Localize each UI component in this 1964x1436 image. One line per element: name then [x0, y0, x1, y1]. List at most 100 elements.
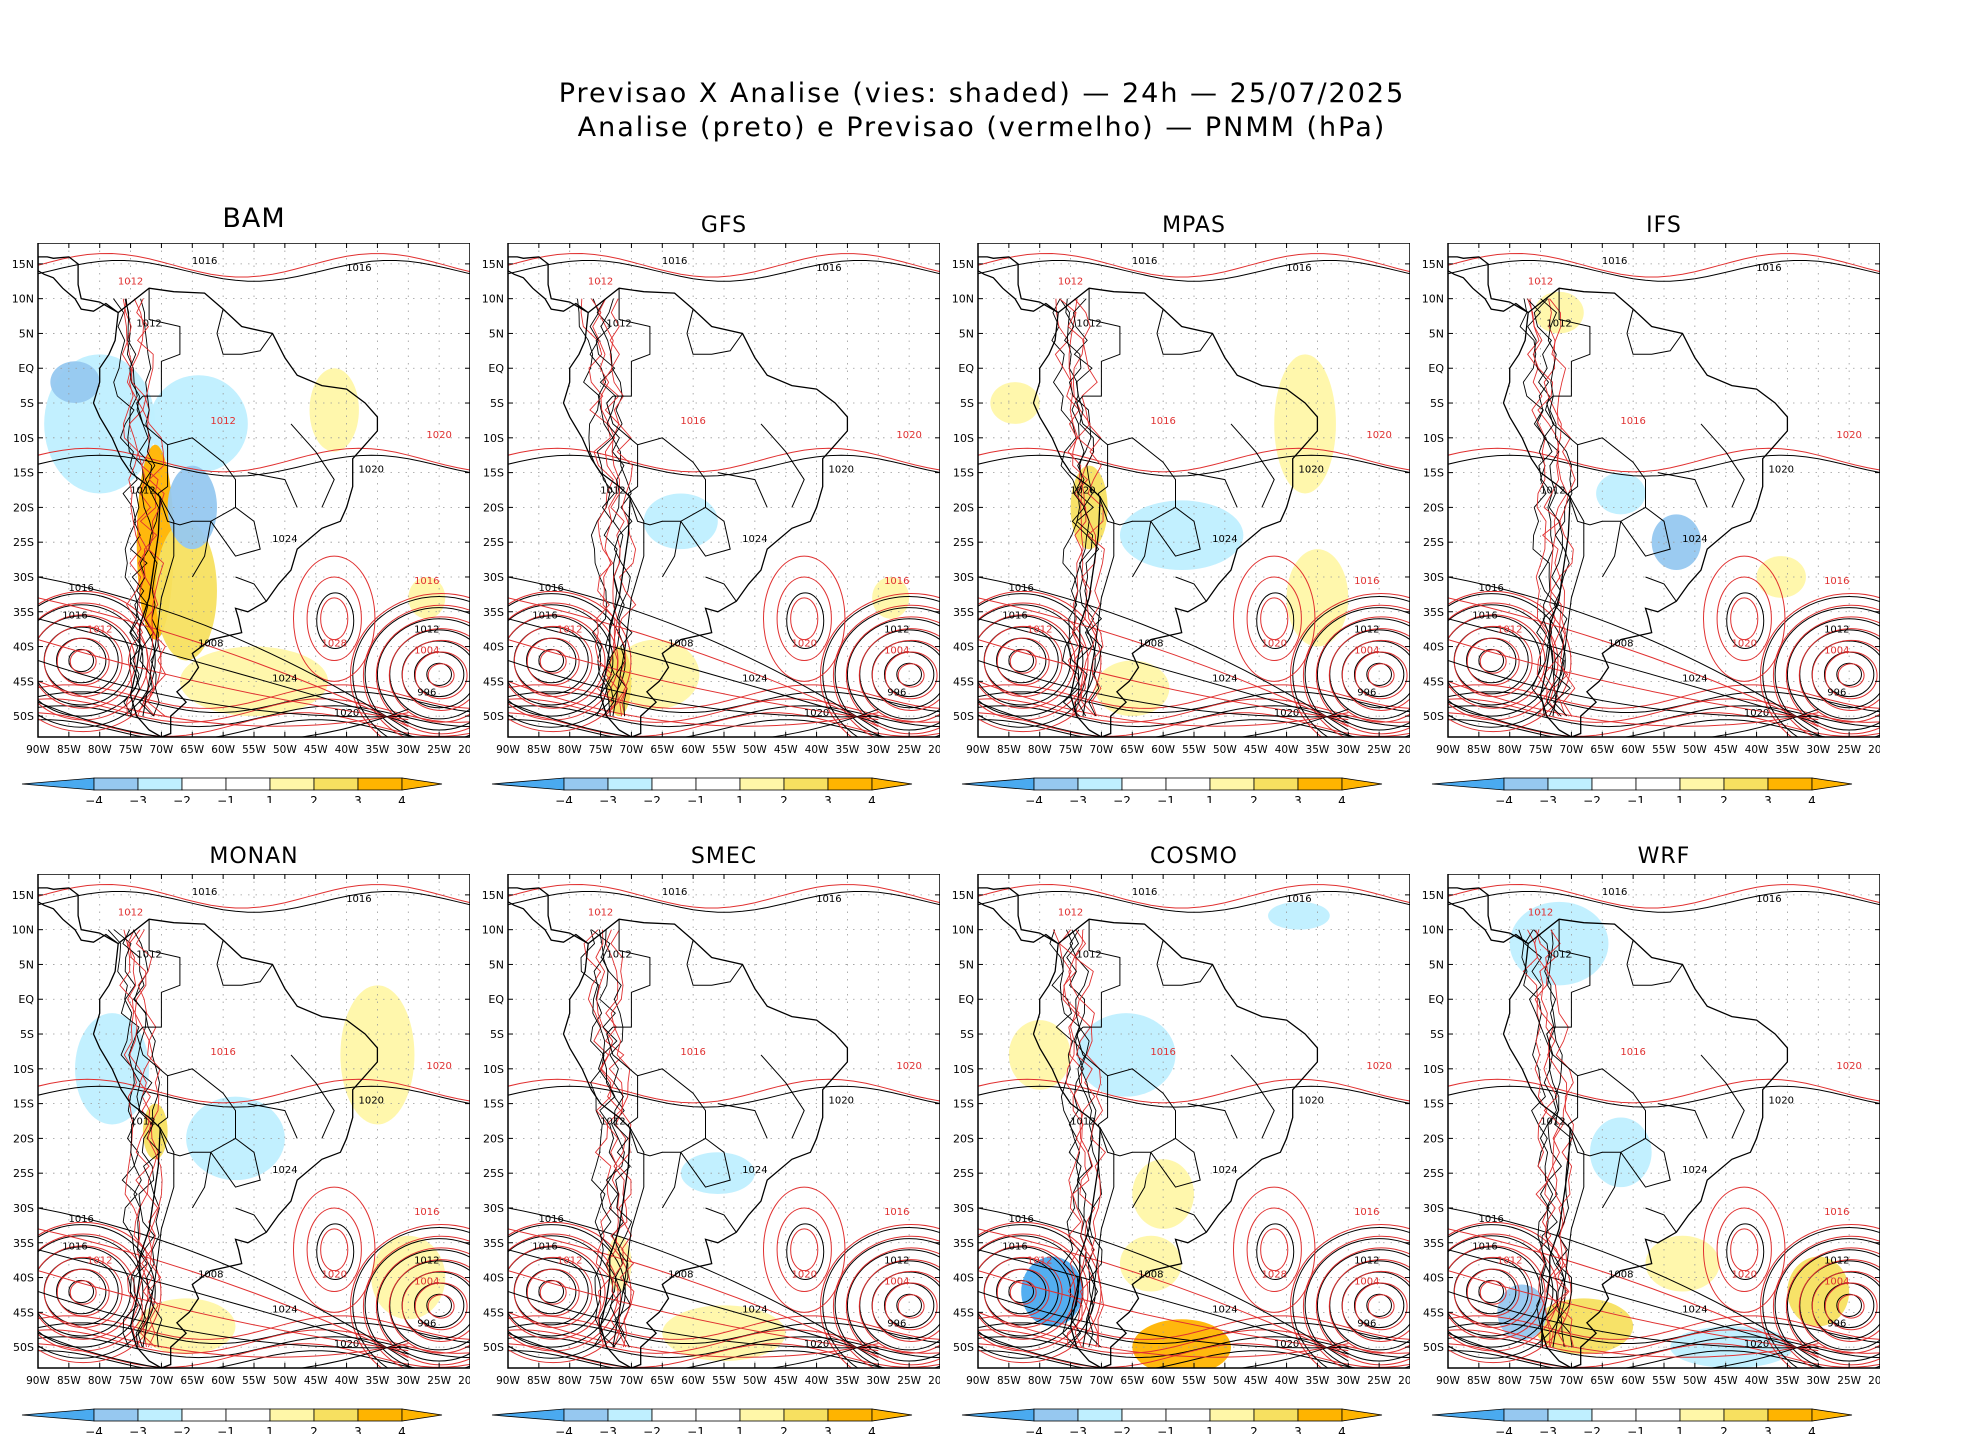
panel-title: IFS: [1646, 213, 1682, 238]
lat-tick-label: 35S: [13, 1237, 34, 1250]
contour-label: 1004: [1824, 646, 1849, 657]
contour-label: 1016: [532, 1242, 557, 1253]
map-svg: 1016101210121016101610201020102010241016…: [952, 243, 1410, 803]
contour-label: 1020: [1732, 639, 1757, 650]
lon-tick-label: 65W: [650, 1375, 674, 1387]
lat-tick-label: 40S: [13, 1272, 34, 1285]
colorbar-label: 3: [1764, 794, 1772, 803]
map-panel-mpas: MPAS 1016 1012 1012 1016 1016 1020 1020 1020 1024…: [940, 203, 1410, 803]
lon-tick-label: 35W: [1306, 744, 1330, 756]
map-svg: 1016101210121016101610121020102010241016…: [1422, 243, 1880, 803]
contour-label: 996: [1357, 1318, 1376, 1329]
lat-tick-label: 5N: [959, 958, 974, 971]
lat-tick-label: 15S: [483, 1098, 504, 1111]
lat-tick-label: 10N: [482, 293, 504, 306]
contour-label: 1020: [829, 1096, 854, 1107]
lat-tick-label: 5N: [489, 327, 504, 340]
contour-label: 1020: [359, 1096, 384, 1107]
lat-tick-label: 10N: [1422, 924, 1444, 937]
contour-label: 1012: [414, 625, 439, 636]
lat-tick-label: 5N: [19, 958, 34, 971]
contour-label: 1016: [210, 1047, 235, 1058]
lon-tick-label: 65W: [180, 744, 204, 756]
contour-label: 1016: [1008, 1214, 1033, 1225]
contour-label: 1012: [588, 908, 613, 919]
contour-label: 1024: [1212, 1165, 1237, 1176]
contour-label: 1012: [118, 908, 143, 919]
colorbar-label: −4: [1495, 794, 1513, 803]
colorbar-label: −3: [1069, 794, 1087, 803]
lat-tick-label: 5N: [489, 958, 504, 971]
bias-shading: [612, 639, 700, 710]
contour-label: 1024: [742, 534, 767, 545]
colorbar-label: −1: [1157, 1425, 1175, 1434]
contour-label: 1012: [414, 1256, 439, 1267]
colorbar: −4 −3 −2 −1 1 2 3 4: [491, 777, 913, 803]
bias-shading: [1645, 1235, 1720, 1292]
coastlines: [978, 243, 1319, 737]
colorbar-label: 4: [1808, 1425, 1816, 1434]
contour-label: 1012: [1076, 949, 1101, 960]
contour-label: 1016: [1620, 1047, 1645, 1058]
colorbar: −4 −3 −2 −1 1 2 3 4: [491, 1408, 913, 1434]
axes: 15N 10N 5N EQ 5S 10S 15S 20S 25S 30S 35S 40S 45S 50S 9…: [952, 243, 1410, 756]
lon-tick-label: 40W: [335, 744, 359, 756]
lat-tick-label: 25S: [953, 1167, 974, 1180]
contour-label: 1012: [130, 485, 155, 496]
colorbar-label: −1: [217, 794, 235, 803]
contour-label: 1016: [1002, 611, 1027, 622]
lon-tick-label: 65W: [1120, 1375, 1144, 1387]
panel-title: COSMO: [1150, 844, 1238, 869]
colorbar-label: −3: [1539, 794, 1557, 803]
contour-label: 1016: [1824, 1207, 1849, 1218]
lon-tick-label: 25W: [427, 744, 451, 756]
contour-label: 1024: [1212, 534, 1237, 545]
contour-label: 1016: [1354, 576, 1379, 587]
colorbar-label: −4: [555, 794, 573, 803]
lat-tick-label: 15N: [1422, 889, 1444, 902]
lon-tick-label: 70W: [1090, 744, 1114, 756]
colorbar-label: −4: [1025, 794, 1043, 803]
lat-tick-label: 30S: [1423, 1202, 1444, 1215]
lat-tick-label: EQ: [488, 993, 504, 1006]
contour-label: 1012: [1070, 1116, 1095, 1127]
isobars: [508, 252, 940, 737]
bias-shading: [1119, 500, 1244, 571]
colorbar: −4 −3 −2 −1 1 2 3 4: [1431, 777, 1853, 803]
colorbar-label: −3: [1539, 1425, 1557, 1434]
lat-tick-label: 20S: [483, 501, 504, 514]
bias-shading: [1274, 354, 1336, 494]
bias-shading: [167, 465, 217, 550]
lat-tick-label: 5S: [490, 1028, 504, 1041]
bias-shading: [990, 382, 1040, 424]
lat-tick-label: 50S: [483, 1341, 504, 1354]
contour-label: 996: [887, 687, 906, 698]
lat-tick-label: 40S: [953, 1272, 974, 1285]
lat-tick-label: 45S: [953, 675, 974, 688]
lon-tick-label: 85W: [1467, 1375, 1491, 1387]
contour-label: 1020: [322, 1270, 347, 1281]
contour-label: 1020: [1274, 708, 1299, 719]
lon-tick-label: 30W: [1336, 744, 1360, 756]
contour-label: 1016: [1824, 576, 1849, 587]
lon-tick-label: 40W: [1745, 1375, 1769, 1387]
axes: 15N 10N 5N EQ 5S 10S 15S 20S 25S 30S 35S 40S 45S 50S 9…: [1422, 243, 1880, 756]
lat-tick-label: 40S: [1423, 1272, 1444, 1285]
lon-tick-label: 55W: [242, 744, 266, 756]
contour-label: 1012: [210, 416, 235, 427]
contour-label: 1012: [87, 1256, 112, 1267]
lon-tick-label: 90W: [496, 1375, 520, 1387]
bias-shading: [149, 375, 248, 473]
grid-lines: [508, 874, 940, 1368]
contour-label: 1016: [1150, 416, 1175, 427]
lat-tick-label: 10S: [13, 432, 34, 445]
colorbar-label: 1: [1206, 1425, 1214, 1434]
lon-tick-label: 40W: [805, 1375, 829, 1387]
axes: 15N 10N 5N EQ 5S 10S 15S 20S 25S 30S 35S 40S 45S 50S 9…: [12, 243, 470, 756]
contour-label: 1012: [130, 1116, 155, 1127]
contour-label: 1008: [668, 1270, 693, 1281]
contour-labels: 1016101210121016101610121020102010241016…: [532, 887, 922, 1350]
coastlines: [508, 874, 849, 1368]
grid-lines: [978, 874, 1410, 1368]
contour-label: 1024: [272, 1165, 297, 1176]
